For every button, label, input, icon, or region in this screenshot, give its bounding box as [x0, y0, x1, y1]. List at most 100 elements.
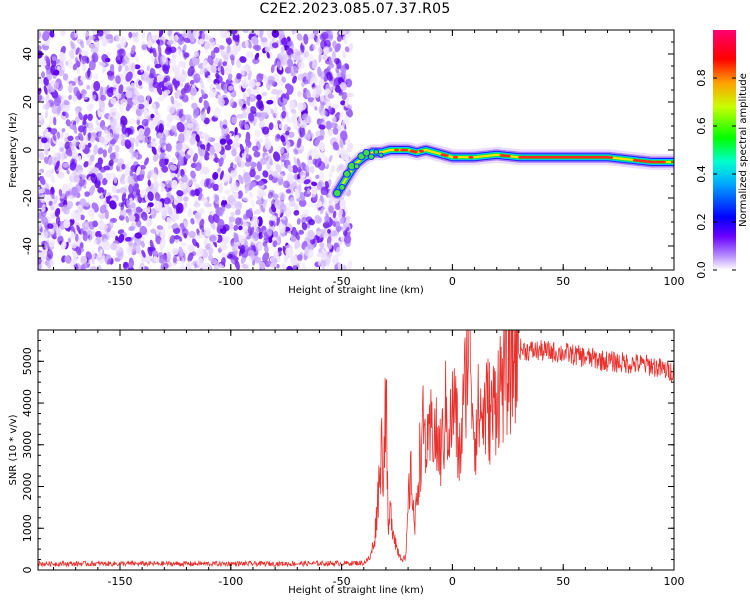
noise-speckle — [245, 51, 254, 58]
noise-speckle — [127, 175, 133, 186]
noise-speckle — [293, 148, 299, 155]
noise-speckle — [105, 33, 113, 40]
noise-speckle — [190, 190, 196, 196]
noise-speckle — [277, 173, 284, 180]
snr-ytick-label: 1000 — [21, 514, 34, 542]
noise-speckle — [233, 181, 240, 192]
noise-speckle — [252, 44, 259, 50]
noise-speckle — [214, 194, 220, 202]
noise-speckle — [318, 141, 326, 152]
noise-speckle — [318, 124, 326, 130]
colorbar-tick-label: 0.8 — [695, 69, 708, 87]
noise-speckle — [148, 73, 154, 79]
noise-speckle — [108, 132, 113, 142]
noise-speckle — [146, 65, 150, 72]
noise-speckle — [150, 113, 155, 119]
noise-speckle — [215, 75, 223, 84]
noise-speckle — [318, 78, 325, 87]
noise-speckle — [244, 137, 251, 146]
noise-speckle — [166, 251, 172, 261]
noise-speckle — [87, 67, 91, 78]
noise-speckle — [89, 209, 95, 219]
noise-speckle — [162, 64, 169, 75]
noise-speckle — [328, 172, 333, 179]
noise-speckle — [274, 199, 282, 210]
noise-speckle — [341, 65, 347, 75]
noise-speckle — [324, 110, 328, 116]
ridge-blob — [368, 153, 375, 160]
noise-speckle — [283, 254, 289, 264]
noise-speckle — [254, 224, 259, 234]
noise-speckle — [258, 138, 263, 143]
noise-speckle — [262, 74, 268, 83]
noise-speckle — [178, 108, 184, 119]
noise-speckle — [329, 122, 337, 129]
noise-speckle — [244, 244, 249, 253]
noise-speckle — [119, 104, 124, 114]
noise-speckle — [50, 174, 56, 184]
noise-speckle — [338, 30, 347, 36]
noise-speckle — [254, 209, 262, 215]
noise-speckle — [109, 152, 116, 160]
noise-speckle — [228, 85, 234, 91]
noise-speckle — [250, 199, 255, 208]
noise-speckle — [318, 104, 324, 114]
noise-speckle — [256, 94, 262, 101]
noise-speckle — [188, 230, 196, 239]
noise-speckle — [76, 169, 84, 177]
noise-speckle — [151, 34, 159, 41]
noise-speckle — [255, 30, 260, 36]
noise-speckle — [311, 189, 317, 198]
noise-speckle — [89, 154, 95, 163]
noise-speckle — [55, 215, 61, 226]
noise-speckle — [192, 152, 198, 163]
noise-speckle — [210, 258, 218, 265]
noise-speckle — [177, 102, 183, 108]
noise-speckle — [39, 177, 46, 185]
noise-speckle — [158, 182, 166, 188]
spectrogram-panel: -150 -100 -50 0 50 100 -40 -20 0 20 40 Height of s… — [8, 29, 685, 296]
noise-speckle — [220, 257, 226, 266]
noise-speckle — [332, 40, 337, 49]
noise-speckle — [264, 245, 269, 254]
noise-speckle — [149, 48, 154, 54]
spectrogram-xtick-label: -100 — [218, 275, 243, 288]
snr-xtick-label: 0 — [449, 575, 456, 588]
noise-speckle — [258, 242, 262, 250]
noise-speckle — [207, 55, 214, 66]
noise-speckle — [82, 233, 88, 242]
noise-speckle — [217, 219, 225, 229]
noise-speckle — [38, 30, 41, 41]
noise-speckle — [121, 163, 126, 170]
noise-speckle — [218, 58, 223, 67]
noise-speckle — [176, 190, 184, 197]
noise-speckle — [90, 48, 97, 54]
noise-speckle — [79, 40, 85, 49]
noise-speckle — [239, 217, 243, 226]
noise-speckle — [180, 183, 187, 190]
noise-speckle — [339, 139, 344, 149]
noise-speckle — [120, 115, 128, 126]
ridge-blob — [343, 170, 351, 178]
noise-speckle — [240, 69, 245, 76]
noise-speckle — [296, 254, 303, 261]
noise-speckle — [151, 103, 157, 110]
noise-speckle — [320, 190, 328, 196]
noise-speckle — [204, 178, 210, 188]
noise-speckle — [345, 115, 350, 126]
noise-speckle — [102, 149, 107, 158]
noise-speckle — [86, 104, 93, 112]
ridge-blob — [373, 149, 380, 155]
noise-speckle — [133, 173, 138, 183]
noise-speckle — [209, 88, 217, 98]
noise-speckle — [98, 61, 106, 67]
spectrogram-xtick-label: -150 — [108, 275, 133, 288]
noise-speckle — [66, 169, 70, 175]
noise-speckle — [244, 186, 250, 194]
noise-speckle — [117, 174, 122, 180]
noise-speckle — [257, 188, 264, 198]
noise-speckle — [178, 155, 184, 167]
noise-speckle — [272, 230, 279, 239]
noise-speckle — [326, 235, 332, 245]
